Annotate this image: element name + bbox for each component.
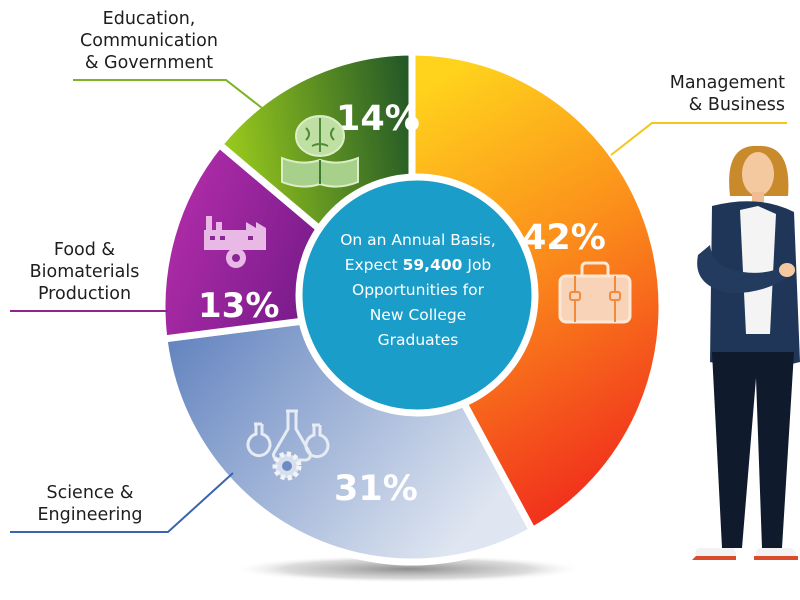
- category-label-line: Biomaterials: [29, 262, 140, 282]
- center-line-2-post: Job: [467, 256, 492, 274]
- briefcase-icon: [558, 261, 632, 324]
- category-label-line: Engineering: [37, 505, 143, 525]
- center-line-3: Opportunities for: [352, 281, 484, 299]
- callout-line-education: [73, 79, 263, 109]
- category-label-line: & Business: [688, 95, 785, 115]
- callout-label-food: Food & Biomaterials Production: [12, 239, 157, 305]
- callout-label-education: Education, Communication & Government: [74, 8, 224, 74]
- center-message: On an Annual Basis, Expect 59,400 Job Op…: [296, 228, 540, 353]
- center-line-1: On an Annual Basis,: [340, 231, 496, 249]
- center-line-2: Expect 59,400 Job: [296, 253, 540, 278]
- slice-label-management: 42%: [522, 218, 606, 258]
- callout-label-science: Science & Engineering: [30, 482, 150, 526]
- category-label-line: & Government: [84, 53, 214, 73]
- category-label-line: Production: [37, 284, 132, 304]
- slice-label-food: 13%: [198, 286, 279, 326]
- category-label-line: Food &: [53, 240, 116, 260]
- woman-figure: [692, 145, 800, 560]
- category-label-line: Communication: [80, 31, 218, 51]
- center-circle: [295, 173, 539, 417]
- factory-gear-icon: [204, 216, 266, 268]
- slice-label-science: 31%: [334, 469, 418, 509]
- center-line-2-pre: Expect: [344, 256, 398, 274]
- category-label-line: Science &: [46, 483, 134, 503]
- pie-shadow: [230, 555, 586, 583]
- center-line-4: New College: [369, 306, 467, 324]
- brain-book-icon: [281, 115, 359, 188]
- callout-label-management: Management & Business: [655, 72, 785, 116]
- callout-line-management: [610, 122, 787, 156]
- center-line-5: Graduates: [377, 331, 459, 349]
- category-label-line: Education,: [102, 9, 196, 29]
- job-count: 59,400: [402, 256, 463, 274]
- slice-label-education: 14%: [336, 99, 420, 139]
- lab-flasks-gear-icon: [246, 409, 330, 481]
- callout-line-science: [10, 472, 234, 533]
- category-label-line: Management: [669, 73, 785, 93]
